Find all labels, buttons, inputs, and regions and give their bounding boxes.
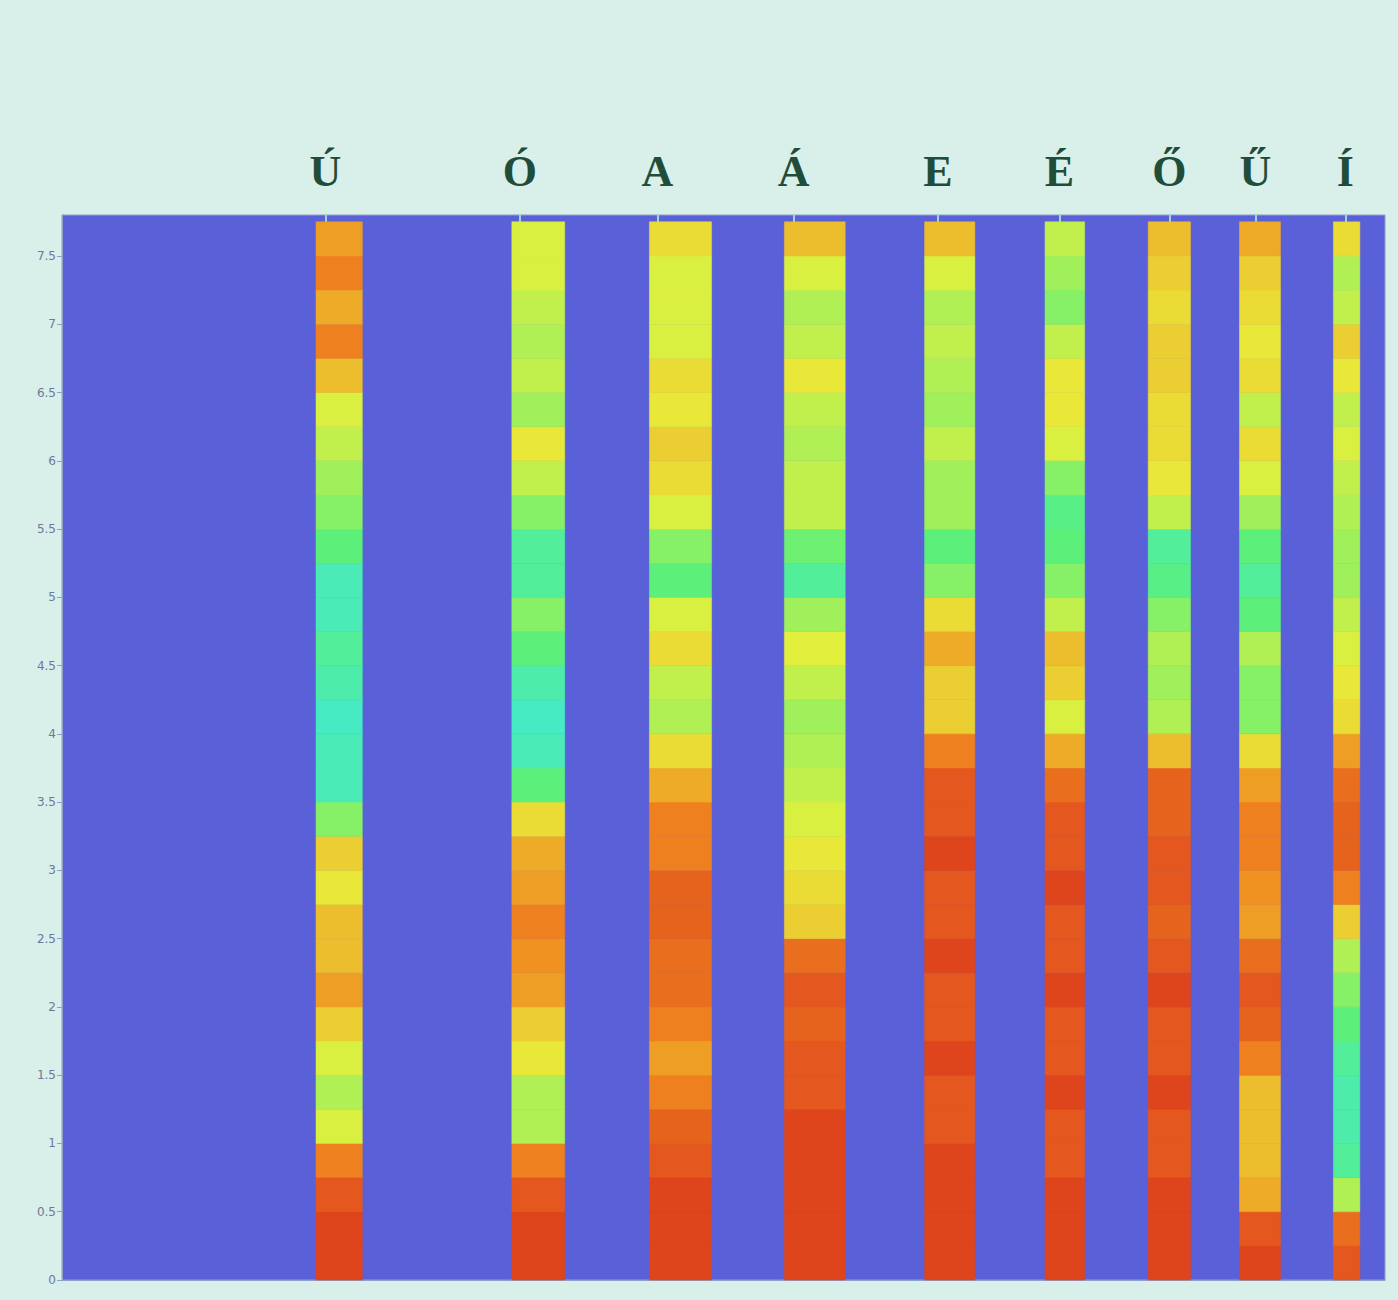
svg-text:A: A <box>641 147 673 196</box>
svg-text:E: E <box>923 147 952 196</box>
svg-text:Ű: Ű <box>1239 146 1271 196</box>
svg-text:0: 0 <box>48 1273 56 1287</box>
svg-text:É: É <box>1045 147 1074 196</box>
svg-text:Ú: Ú <box>309 147 341 196</box>
svg-text:1.5: 1.5 <box>37 1068 56 1082</box>
svg-text:2.5: 2.5 <box>37 932 56 946</box>
svg-text:4.5: 4.5 <box>37 659 56 673</box>
svg-text:5.5: 5.5 <box>37 522 56 536</box>
svg-text:6: 6 <box>48 454 56 468</box>
svg-text:0.5: 0.5 <box>37 1205 56 1219</box>
svg-text:3.5: 3.5 <box>37 795 56 809</box>
svg-text:1: 1 <box>48 1136 56 1150</box>
svg-text:Á: Á <box>778 147 810 196</box>
svg-text:4: 4 <box>48 727 56 741</box>
svg-text:6.5: 6.5 <box>37 386 56 400</box>
svg-text:Í: Í <box>1337 147 1354 196</box>
svg-text:5: 5 <box>48 590 56 604</box>
svg-text:7.5: 7.5 <box>37 249 56 263</box>
svg-text:2: 2 <box>48 1000 56 1014</box>
svg-text:Ő: Ő <box>1152 146 1186 196</box>
svg-text:Ó: Ó <box>503 147 537 196</box>
svg-text:3: 3 <box>48 863 56 877</box>
svg-text:7: 7 <box>48 317 56 331</box>
